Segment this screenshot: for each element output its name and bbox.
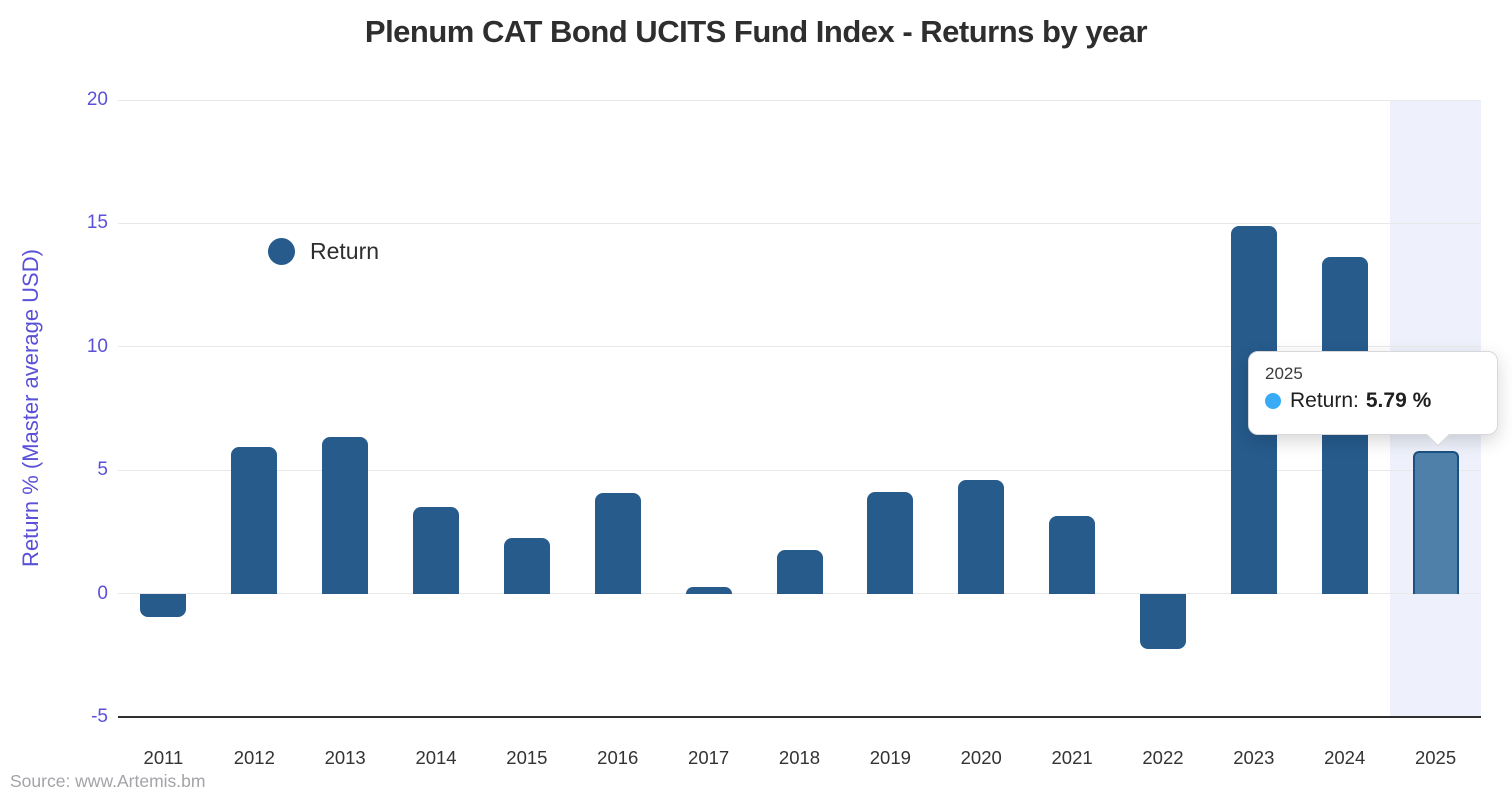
bar-2020[interactable] bbox=[958, 480, 1005, 594]
gridline-10 bbox=[118, 346, 1481, 348]
legend-marker-icon bbox=[268, 238, 295, 265]
bar-2013[interactable] bbox=[322, 437, 369, 594]
bar-2016[interactable] bbox=[594, 493, 641, 594]
x-axis-label-2024: 2024 bbox=[1324, 747, 1366, 768]
gridline-5 bbox=[118, 469, 1481, 471]
gridline-15 bbox=[118, 222, 1481, 224]
bar-2015[interactable] bbox=[503, 538, 550, 594]
x-axis-label-2016: 2016 bbox=[597, 747, 639, 768]
y-axis-tick-10: 10 bbox=[86, 335, 108, 357]
x-axis-label-2013: 2013 bbox=[324, 747, 366, 768]
chart-title: Plenum CAT Bond UCITS Fund Index - Retur… bbox=[364, 14, 1148, 49]
bar-2017[interactable] bbox=[685, 586, 732, 594]
x-axis-label-2012: 2012 bbox=[233, 747, 275, 768]
x-axis-label-2023: 2023 bbox=[1233, 747, 1275, 768]
y-axis-tick-5: 5 bbox=[97, 459, 108, 481]
x-axis-label-2011: 2011 bbox=[143, 747, 184, 768]
x-axis-label-2022: 2022 bbox=[1142, 747, 1184, 768]
bar-2014[interactable] bbox=[413, 507, 460, 594]
x-axis-label-2020: 2020 bbox=[960, 747, 1002, 768]
legend-item-return[interactable]: Return bbox=[268, 238, 379, 265]
x-axis-label-2015: 2015 bbox=[506, 747, 548, 768]
y-axis-tick--5: -5 bbox=[91, 706, 108, 727]
x-axis-label-2018: 2018 bbox=[778, 747, 821, 768]
y-axis-title: Return % (Master average USD) bbox=[18, 249, 43, 567]
x-axis-label-2019: 2019 bbox=[869, 747, 911, 768]
tooltip-series-row: Return: 5.79 % bbox=[1265, 389, 1481, 413]
tooltip-year: 2025 bbox=[1265, 364, 1303, 383]
bar-2025[interactable] bbox=[1412, 450, 1459, 594]
tooltip-series-label: Return: bbox=[1290, 389, 1359, 412]
legend-label: Return bbox=[310, 238, 380, 264]
bar-2018[interactable] bbox=[776, 549, 823, 594]
source-credit: Source: www.Artemis.bm bbox=[10, 771, 206, 791]
gridline-0 bbox=[118, 593, 1481, 595]
bar-2021[interactable] bbox=[1049, 515, 1096, 594]
x-axis-label-2014: 2014 bbox=[415, 747, 457, 768]
gridline-20 bbox=[118, 99, 1481, 101]
bar-2019[interactable] bbox=[867, 492, 914, 594]
tooltip-series-value: 5.79 % bbox=[1365, 389, 1432, 412]
x-axis-label-2021: 2021 bbox=[1051, 747, 1093, 768]
x-axis-line bbox=[118, 716, 1481, 718]
x-axis-label-2025: 2025 bbox=[1414, 747, 1457, 768]
y-axis-tick-20: 20 bbox=[86, 89, 108, 110]
tooltip: 2025 Return: 5.79 % bbox=[1248, 351, 1498, 446]
tooltip-series-dot-icon bbox=[1265, 393, 1281, 409]
x-axis-label-2017: 2017 bbox=[688, 747, 730, 768]
bar-2011[interactable] bbox=[140, 593, 187, 618]
bar-2022[interactable] bbox=[1139, 593, 1186, 649]
y-axis-tick-15: 15 bbox=[86, 212, 108, 234]
y-axis-tick-0: 0 bbox=[97, 582, 108, 604]
bar-2012[interactable] bbox=[231, 447, 278, 594]
